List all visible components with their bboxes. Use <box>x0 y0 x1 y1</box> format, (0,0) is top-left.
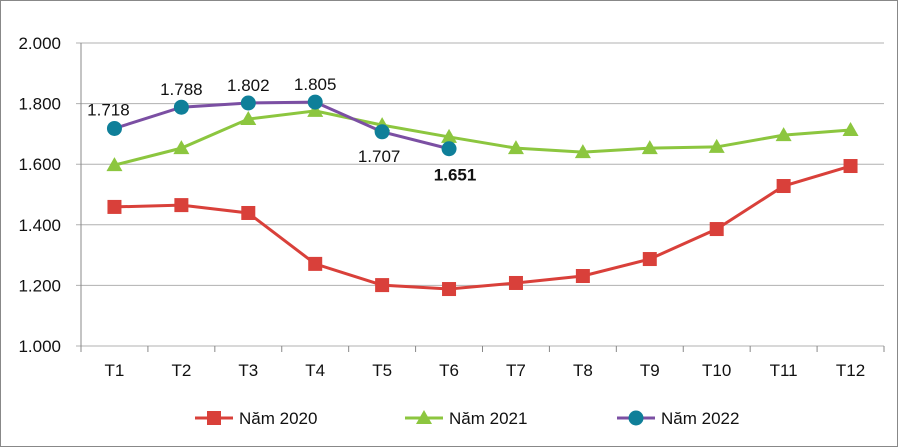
x-tick-label: T8 <box>573 361 593 380</box>
y-tick-label: 1.000 <box>18 337 61 356</box>
series-line-1 <box>114 109 851 167</box>
x-tick-label: T1 <box>105 361 125 380</box>
x-tick-label: T4 <box>305 361 325 380</box>
legend-marker <box>628 410 644 426</box>
legend-marker <box>207 411 221 425</box>
data-point <box>642 252 657 267</box>
data-point <box>775 127 792 142</box>
x-tick-label: T11 <box>770 361 798 380</box>
data-point <box>173 140 190 155</box>
legend-label: Năm 2021 <box>449 409 527 428</box>
data-point <box>107 199 122 214</box>
y-tick-label: 2.000 <box>18 34 61 53</box>
y-tick-label: 1.800 <box>18 95 61 114</box>
data-label: 1.788 <box>160 80 203 99</box>
y-tick-label: 1.200 <box>18 276 61 295</box>
data-point <box>307 102 324 117</box>
data-point <box>508 275 523 290</box>
data-point <box>240 95 256 111</box>
data-point <box>641 140 658 155</box>
x-tick-label: T9 <box>640 361 660 380</box>
data-point <box>106 120 122 136</box>
data-point <box>240 111 257 126</box>
series-line-2 <box>114 100 450 151</box>
data-point <box>375 278 390 293</box>
series-line-0 <box>114 164 851 291</box>
data-point <box>574 144 591 159</box>
data-label: 1.707 <box>358 147 401 166</box>
data-point <box>507 140 524 155</box>
y-tick-label: 1.400 <box>18 216 61 235</box>
data-point <box>575 269 590 284</box>
y-tick-label: 1.600 <box>18 155 61 174</box>
data-label: 1.718 <box>87 100 130 119</box>
data-point <box>174 198 189 213</box>
data-point <box>307 94 323 110</box>
data-point <box>106 157 123 172</box>
data-point <box>708 138 725 153</box>
data-point <box>441 128 458 143</box>
x-tick-label: T10 <box>702 361 731 380</box>
x-tick-label: T6 <box>439 361 459 380</box>
x-tick-label: T5 <box>372 361 392 380</box>
data-point <box>308 256 323 271</box>
x-tick-label: T2 <box>171 361 191 380</box>
data-point <box>709 222 724 237</box>
legend-marker <box>416 410 432 424</box>
data-label: 1.805 <box>294 75 337 94</box>
data-label: 1.651 <box>434 166 477 185</box>
data-label: 1.802 <box>227 76 270 95</box>
data-point <box>843 159 858 174</box>
data-point <box>842 121 859 136</box>
x-tick-label: T12 <box>836 361 865 380</box>
data-point <box>173 99 189 115</box>
data-point <box>241 205 256 220</box>
data-point <box>442 282 457 297</box>
x-tick-label: T7 <box>506 361 526 380</box>
x-tick-label: T3 <box>238 361 258 380</box>
legend-label: Năm 2022 <box>661 409 739 428</box>
data-point <box>441 141 457 157</box>
data-point <box>776 179 791 194</box>
legend-label: Năm 2020 <box>239 409 317 428</box>
data-point <box>374 124 390 140</box>
